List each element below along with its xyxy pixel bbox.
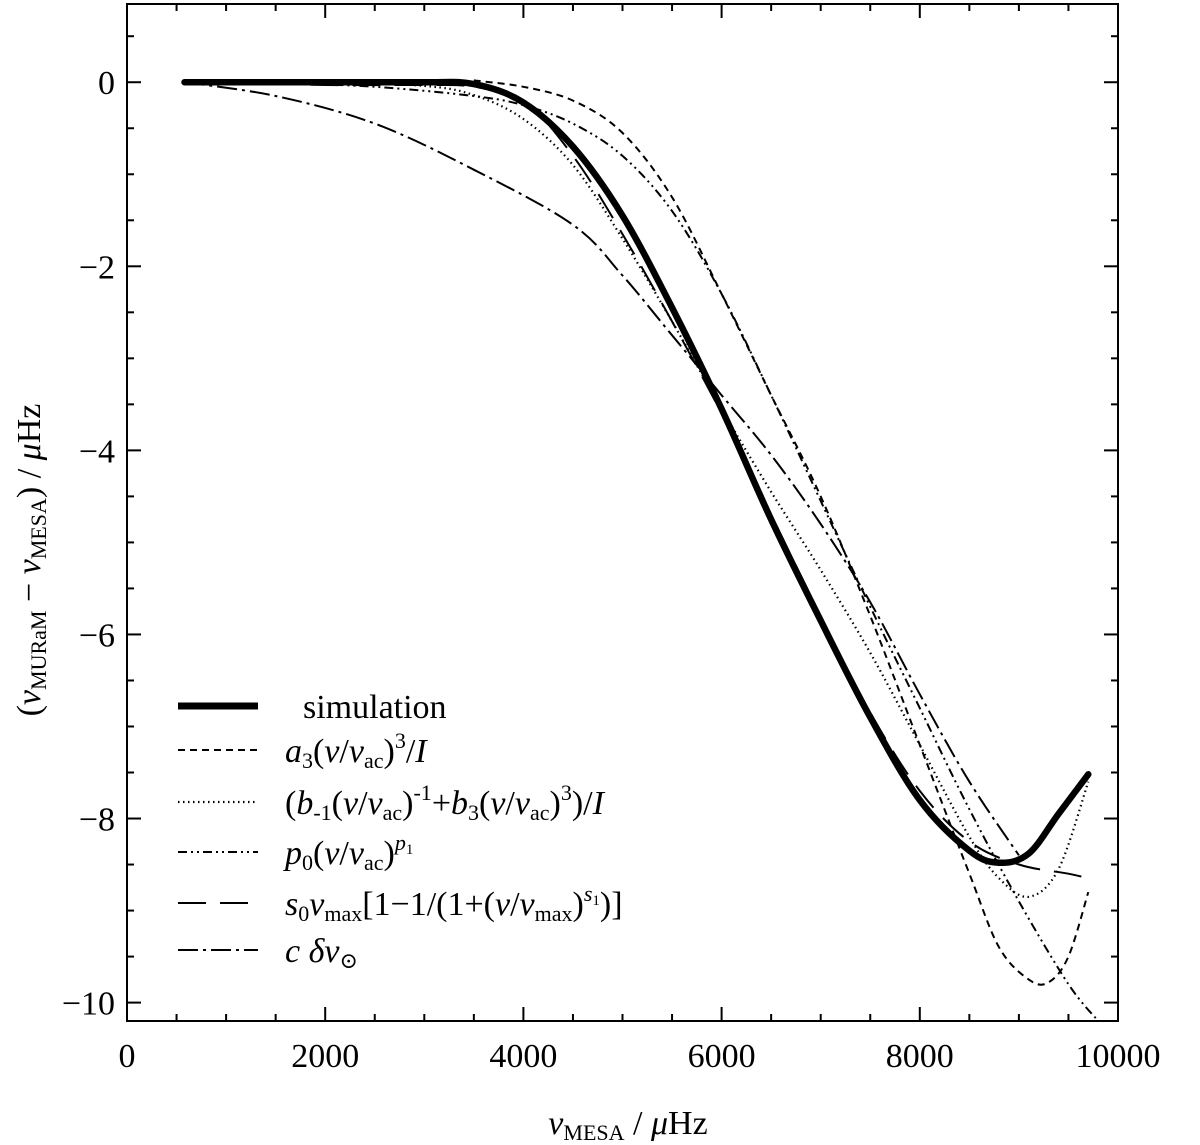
legend-label-cubic: a3(ν/νac)3/I	[285, 728, 428, 773]
y-axis-ticks: 0 −2 −4 −6 −8 −10	[62, 35, 1118, 1023]
legend-label-combined: (b-1(ν/νac)-1+b3(ν/νac)3)/I	[285, 780, 606, 825]
x-tick-label: 4000	[489, 1038, 557, 1075]
y-axis-title: (νMURaM − νMESA) / μHz	[11, 404, 51, 717]
y-tick-label: −8	[79, 802, 115, 839]
legend: simulation a3(ν/νac)3/I (b-1(ν/νac)-1+b3…	[178, 689, 623, 973]
x-tick-label: 6000	[688, 1038, 756, 1075]
series-line-dash-dot	[184, 81, 1020, 856]
series-line-dotted	[184, 80, 1090, 898]
series-line-dash-dot-dot	[184, 81, 1099, 1022]
y-tick-label: −2	[79, 249, 115, 286]
legend-label-solar: c δν⊙	[285, 933, 358, 973]
x-tick-label: 8000	[886, 1038, 954, 1075]
series-line-thick-solid	[181, 78, 1092, 867]
legend-label-sigmoid: s0νmax[1−1/(1+(ν/νmax)s1)]	[285, 881, 623, 926]
x-axis-title: νMESA / μHz	[548, 1105, 707, 1145]
legend-label-power-law: p0(ν/νac)p1	[283, 830, 413, 875]
y-tick-label: −6	[79, 617, 115, 654]
x-tick-label: 2000	[291, 1038, 359, 1075]
y-tick-label: 0	[98, 65, 115, 102]
x-axis-ticks: 0 2000 4000 6000 8000 10000	[119, 4, 1161, 1075]
series-line-short-dash	[473, 79, 1090, 986]
series-layer	[181, 78, 1099, 1022]
y-tick-label: −4	[79, 433, 115, 470]
y-tick-label: −10	[62, 986, 115, 1023]
x-tick-label: 10000	[1076, 1038, 1161, 1075]
x-tick-label: 0	[119, 1038, 136, 1075]
legend-label-simulation: simulation	[303, 689, 447, 726]
